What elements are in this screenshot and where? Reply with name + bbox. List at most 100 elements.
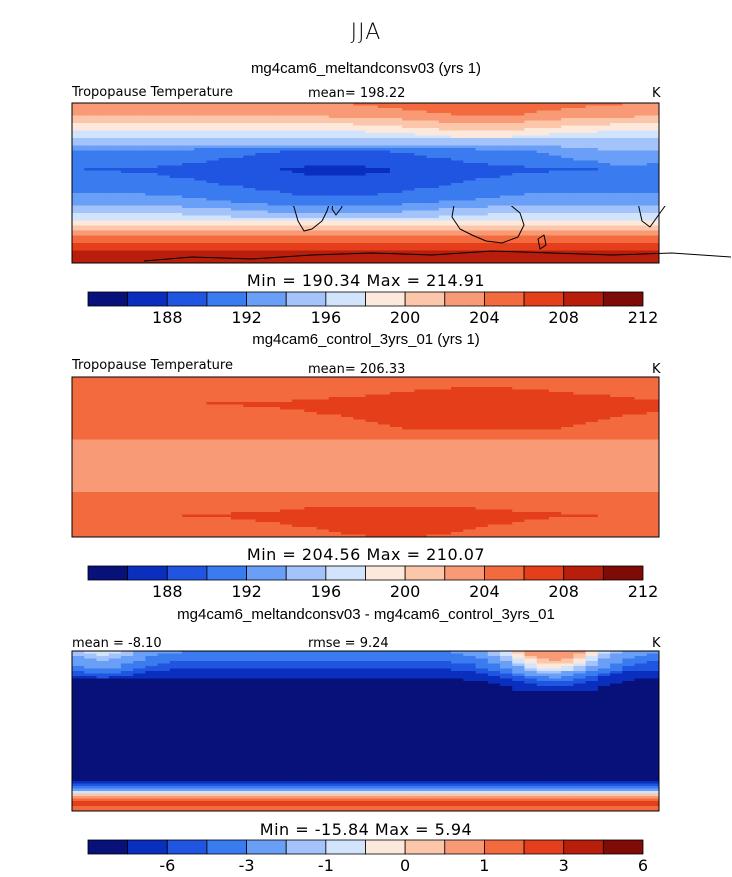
- field-cell: [328, 235, 342, 239]
- field-cell: [561, 233, 574, 237]
- field-cell: [304, 238, 318, 242]
- field-cell: [573, 454, 587, 458]
- field-cell: [353, 195, 367, 199]
- field-cell: [622, 143, 636, 147]
- field-cell: [230, 255, 244, 259]
- field-cell: [438, 135, 452, 139]
- field-cell: [365, 432, 379, 436]
- field-cell: [365, 407, 379, 411]
- field-cell: [267, 253, 281, 257]
- field-cell: [316, 228, 330, 232]
- field-cell: [426, 143, 440, 147]
- field-cell: [524, 185, 538, 189]
- field-cell: [402, 258, 416, 262]
- field-cell: [304, 404, 318, 408]
- field-cell: [133, 397, 146, 401]
- field-cell: [573, 452, 587, 456]
- field-cell: [243, 173, 257, 177]
- field-cell: [389, 439, 403, 443]
- field-cell: [561, 243, 574, 247]
- field-cell: [230, 429, 244, 433]
- field-cell: [243, 258, 257, 262]
- field-cell: [646, 175, 659, 179]
- field-cell: [548, 384, 562, 388]
- field-cell: [84, 424, 98, 428]
- field-cell: [194, 133, 208, 137]
- field-cell: [451, 150, 464, 154]
- field-cell: [622, 377, 636, 381]
- field-cell: [561, 414, 574, 418]
- field-cell: [243, 240, 257, 244]
- field-cell: [438, 173, 452, 177]
- field-cell: [169, 404, 183, 408]
- field-cell: [353, 108, 367, 112]
- field-cell: [353, 469, 367, 473]
- field-cell: [292, 185, 305, 189]
- field-cell: [304, 462, 318, 466]
- field-cell: [451, 424, 464, 428]
- field-cell: [524, 115, 538, 119]
- field-cell: [548, 409, 562, 413]
- field-cell: [561, 424, 574, 428]
- field-cell: [206, 205, 220, 209]
- field-cell: [169, 133, 183, 137]
- field-cell: [133, 230, 146, 234]
- field-cell: [279, 178, 293, 182]
- field-cell: [536, 402, 550, 406]
- field-cell: [169, 155, 183, 159]
- field-cell: [500, 447, 513, 451]
- field-cell: [536, 208, 550, 212]
- field-cell: [536, 429, 550, 433]
- field-cell: [292, 208, 305, 212]
- field-cell: [255, 143, 269, 147]
- field-cell: [84, 449, 98, 453]
- field-cell: [622, 447, 636, 451]
- field-cell: [377, 407, 391, 411]
- field-cell: [341, 200, 354, 204]
- field-cell: [524, 404, 538, 408]
- field-cell: [230, 404, 244, 408]
- field-cell: [634, 145, 648, 149]
- field-cell: [279, 183, 293, 187]
- field-cell: [84, 407, 98, 411]
- field-cell: [597, 404, 611, 408]
- field-cell: [622, 163, 636, 167]
- field-cell: [512, 384, 526, 388]
- field-cell: [585, 163, 599, 167]
- field-cell: [536, 467, 550, 471]
- field-cell: [157, 180, 171, 184]
- field-cell: [610, 230, 623, 234]
- field-cell: [597, 150, 611, 154]
- panel-1-minmax: Min = 190.34 Max = 214.91: [246, 271, 486, 290]
- field-cell: [475, 255, 489, 259]
- field-cell: [353, 130, 367, 134]
- field-cell: [451, 178, 464, 182]
- field-cell: [316, 185, 330, 189]
- field-cell: [524, 170, 538, 174]
- field-cell: [561, 437, 574, 441]
- field-cell: [206, 125, 220, 129]
- field-cell: [512, 103, 526, 107]
- field-cell: [377, 158, 391, 162]
- field-cell: [72, 110, 85, 114]
- field-cell: [353, 213, 367, 217]
- field-cell: [230, 238, 244, 242]
- field-cell: [182, 150, 195, 154]
- field-cell: [426, 454, 440, 458]
- field-cell: [573, 168, 587, 172]
- field-cell: [218, 108, 232, 112]
- field-cell: [573, 185, 587, 189]
- field-cell: [402, 175, 416, 179]
- field-cell: [169, 125, 183, 129]
- field-cell: [169, 462, 183, 466]
- panel-3-mean: mean = -8.10: [72, 636, 162, 651]
- field-cell: [561, 409, 574, 413]
- field-cell: [402, 115, 416, 119]
- field-cell: [512, 417, 526, 421]
- field-cell: [243, 449, 257, 453]
- field-cell: [194, 437, 208, 441]
- field-cell: [255, 379, 269, 383]
- field-cell: [279, 115, 293, 119]
- field-cell: [218, 230, 232, 234]
- field-cell: [353, 407, 367, 411]
